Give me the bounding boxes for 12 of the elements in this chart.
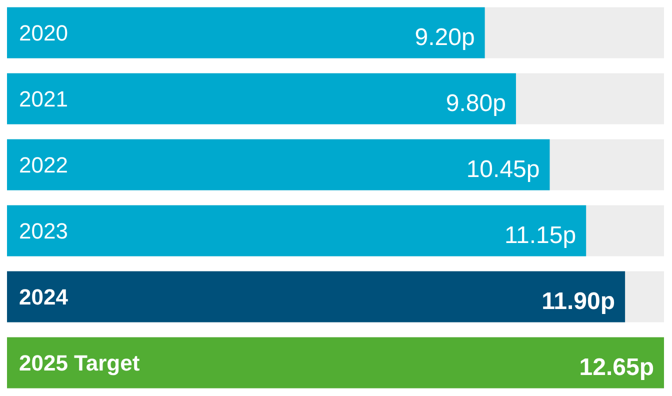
data-label: 11.90p xyxy=(542,288,616,316)
data-label: 10.45p xyxy=(466,156,540,184)
y-tick-label: 2021 xyxy=(19,86,68,112)
data-label: 12.65p xyxy=(579,354,654,382)
data-label: 11.15p xyxy=(504,222,576,250)
y-tick-label: 2025 Target xyxy=(19,350,140,376)
y-tick-label: 2023 xyxy=(19,218,68,244)
data-label: 9.80p xyxy=(446,90,506,118)
y-tick-label: 2022 xyxy=(19,152,68,178)
y-tick-label: 2024 xyxy=(19,284,69,310)
data-label: 9.20p xyxy=(414,24,475,52)
y-tick-label: 2020 xyxy=(19,20,68,46)
